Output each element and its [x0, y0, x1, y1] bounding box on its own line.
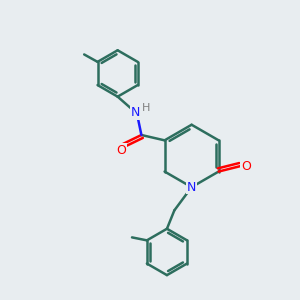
Text: O: O	[241, 160, 251, 173]
Text: O: O	[116, 144, 126, 157]
Text: N: N	[187, 181, 196, 194]
Text: N: N	[131, 106, 140, 119]
Text: H: H	[142, 103, 150, 113]
